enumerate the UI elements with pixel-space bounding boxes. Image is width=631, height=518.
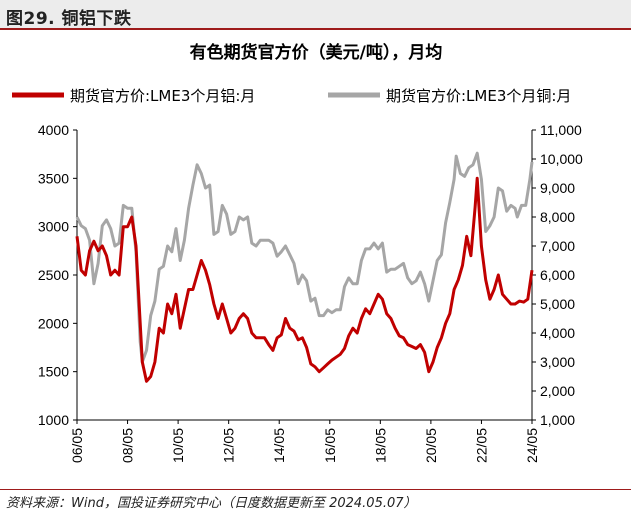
x-tick-label: 10/05: [170, 428, 186, 463]
x-tick-label: 18/05: [372, 428, 388, 463]
y-right-tick-label: 11,000: [540, 122, 582, 138]
y-left-tick-label: 1500: [38, 364, 69, 380]
legend-label-aluminum: 期货官方价:LME3个月铝:月: [70, 87, 255, 105]
y-left-tick-label: 4000: [38, 122, 69, 138]
chart-axes: 1000 1500 2000 2500 3000 3500 4000 1,000 2,000 3,…: [38, 122, 583, 463]
y-left-tick-label: 2000: [38, 315, 69, 331]
chart-plot-area: [75, 151, 534, 383]
source-note: 资料来源：Wind，国投证券研究中心（日度数据更新至 2024.05.07）: [6, 496, 417, 511]
legend-label-copper: 期货官方价:LME3个月铜:月: [386, 87, 571, 105]
x-tick-label: 08/05: [120, 428, 136, 463]
y-right-tick-label: 5,000: [540, 296, 575, 312]
x-tick-label: 20/05: [423, 428, 439, 463]
figure-label: 图29. 铜铝下跌: [6, 9, 132, 29]
series-aluminum-line: [75, 176, 534, 383]
chart-title: 有色期货官方价（美元/吨），月均: [190, 42, 443, 63]
figure-header: 图29. 铜铝下跌: [0, 0, 631, 30]
y-right-tick-label: 8,000: [540, 209, 575, 225]
y-right-tick-label: 6,000: [540, 267, 575, 283]
series-copper-line: [75, 151, 534, 364]
x-tick-label: 24/05: [524, 428, 540, 463]
y-right-tick-label: 10,000: [540, 151, 583, 167]
x-tick-label: 14/05: [271, 428, 287, 463]
y-left-tick-label: 2500: [38, 267, 69, 283]
y-right-tick-label: 3,000: [540, 354, 575, 370]
source-divider: [0, 489, 631, 490]
y-right-tick-label: 9,000: [540, 180, 575, 196]
y-right-tick-label: 4,000: [540, 325, 575, 341]
x-tick-label: 06/05: [69, 428, 85, 463]
chart-legend: 期货官方价:LME3个月铝:月 期货官方价:LME3个月铜:月: [12, 87, 571, 105]
y-right-tick-label: 1,000: [540, 412, 575, 428]
line-chart: 有色期货官方价（美元/吨），月均 期货官方价:LME3个月铝:月 期货官方价:LM…: [12, 42, 583, 463]
x-tick-label: 16/05: [322, 428, 338, 463]
y-left-tick-label: 3000: [38, 219, 69, 235]
y-right-tick-label: 7,000: [540, 238, 575, 254]
y-left-tick-label: 1000: [38, 412, 69, 428]
x-tick-label: 12/05: [221, 428, 237, 463]
y-right-tick-label: 2,000: [540, 383, 575, 399]
x-tick-label: 22/05: [473, 428, 489, 463]
y-left-tick-label: 3500: [38, 170, 69, 186]
